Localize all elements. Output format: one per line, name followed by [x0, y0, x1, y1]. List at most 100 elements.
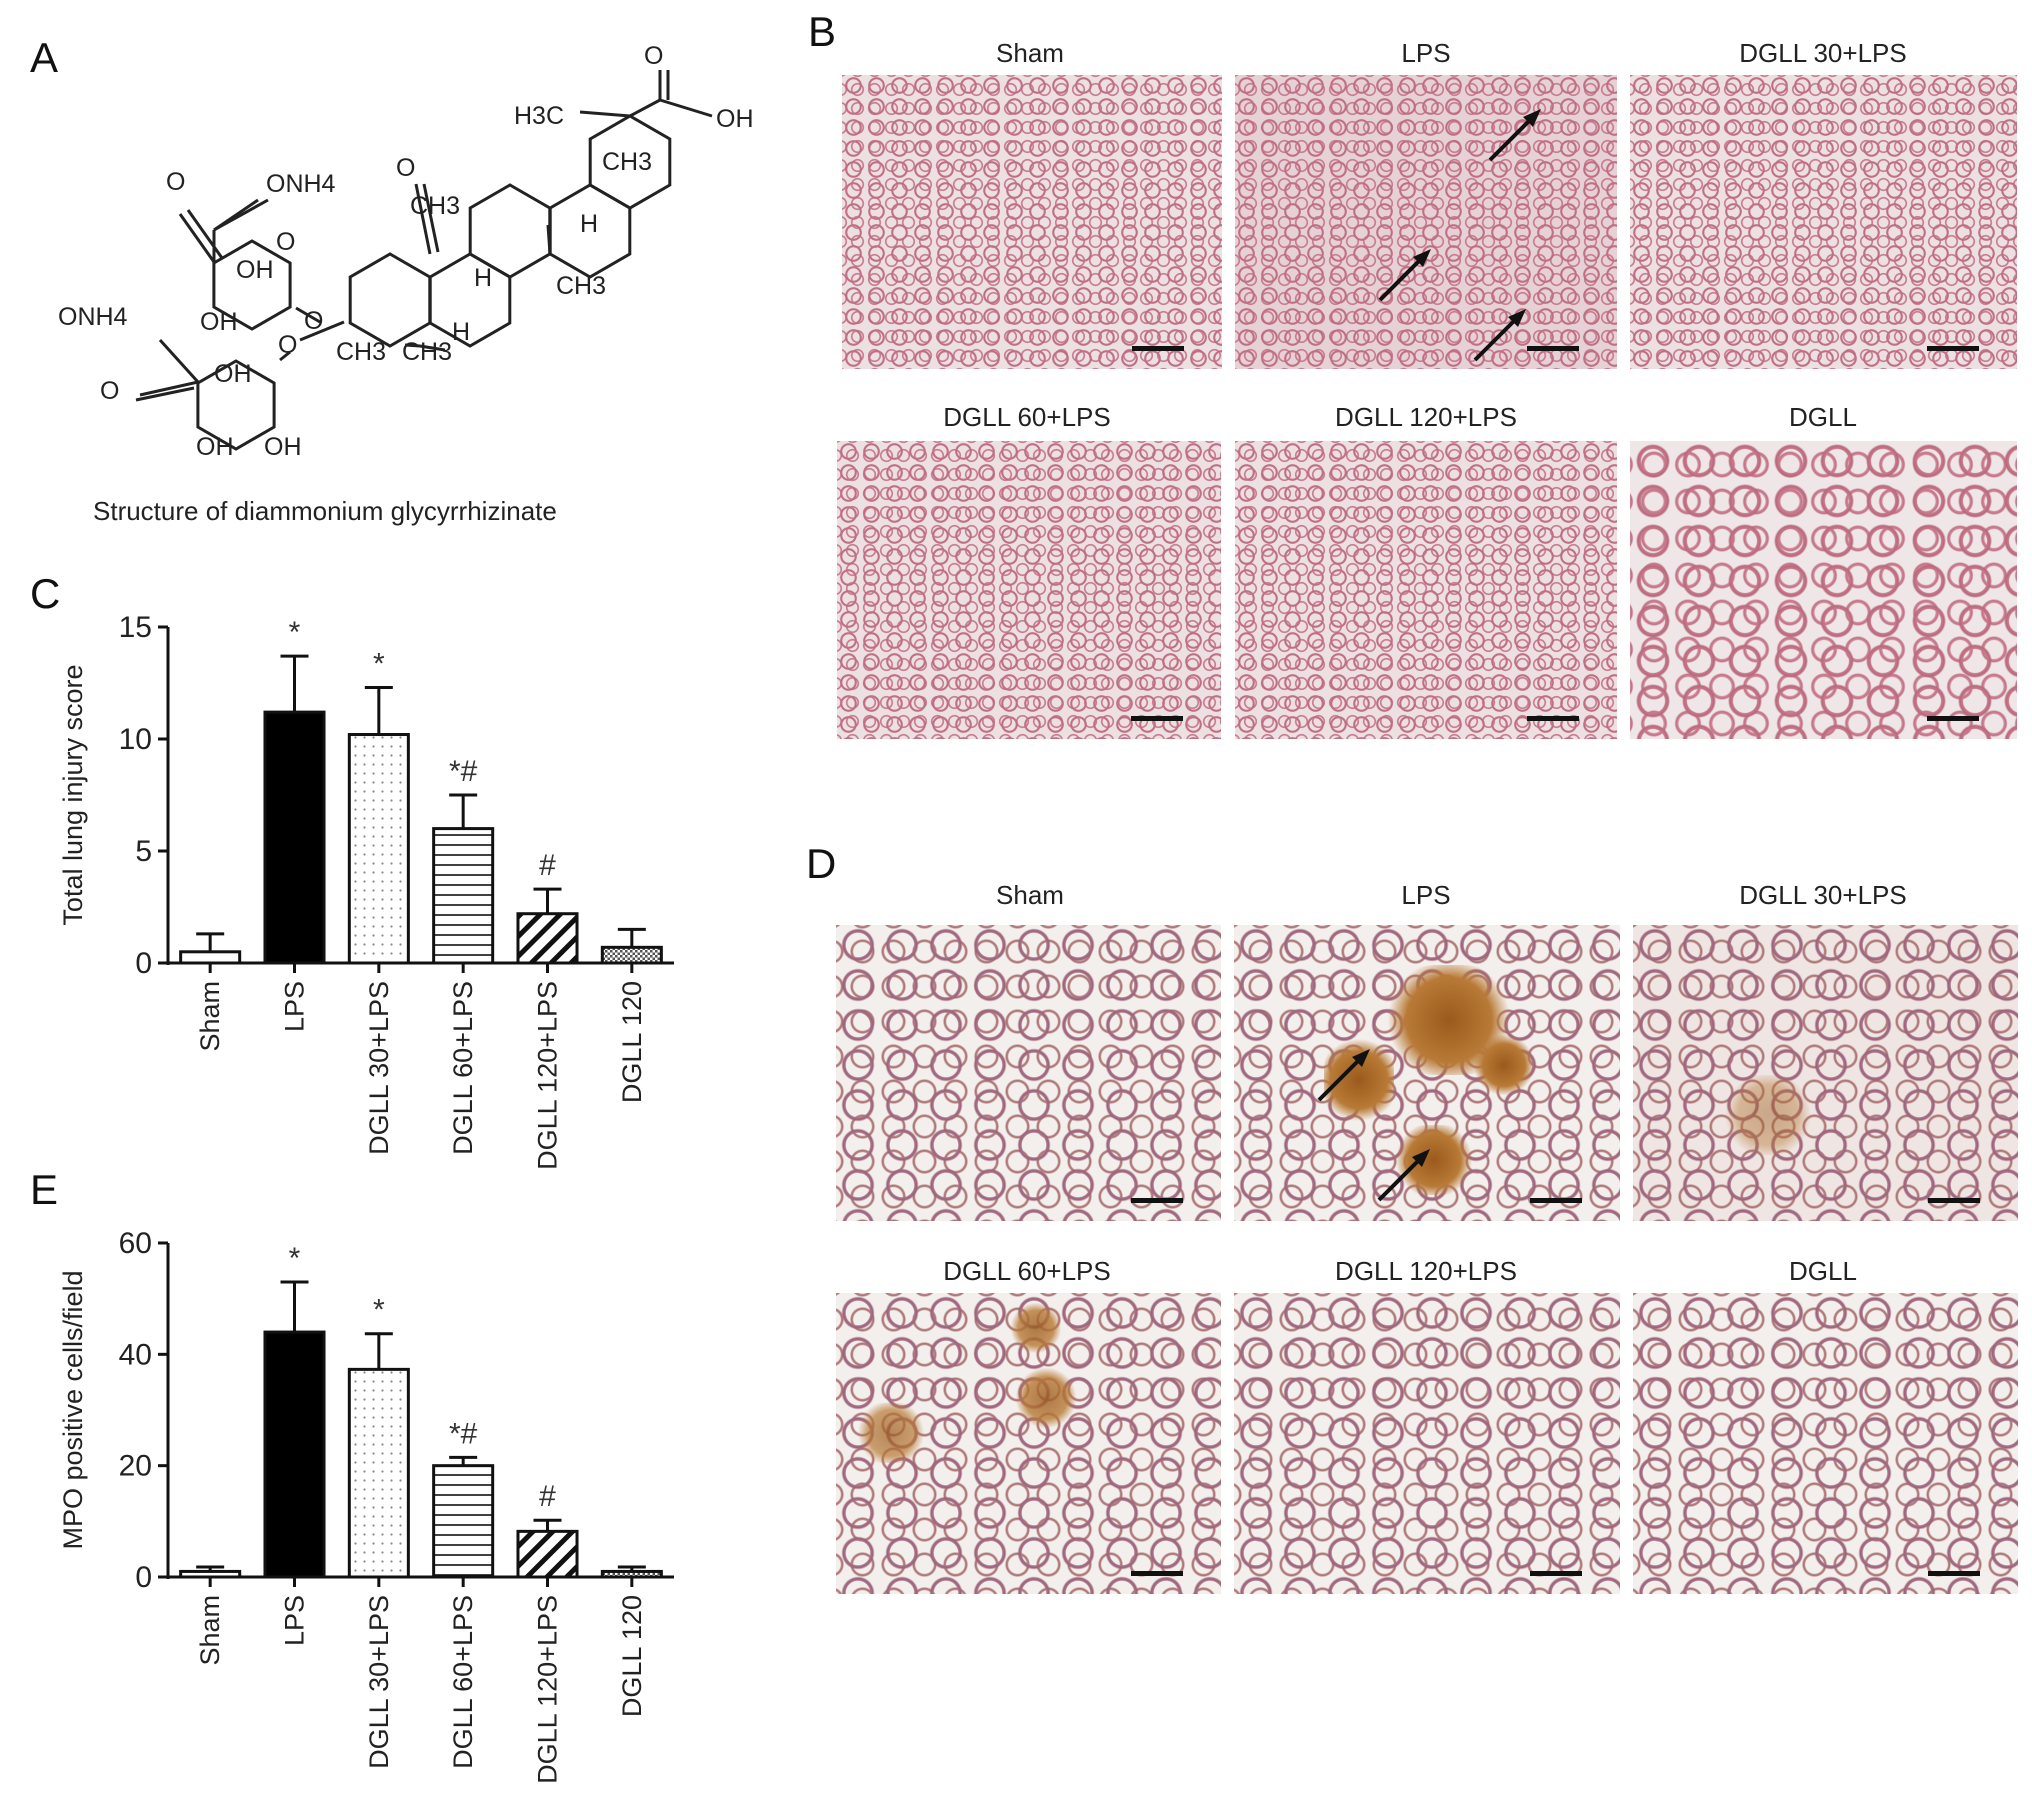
arrow-icon	[1378, 249, 1431, 302]
atom-label: CH3	[410, 192, 460, 220]
scale-bar	[1927, 716, 1979, 721]
mpo-stain	[1011, 1303, 1061, 1353]
y-tick-label: 15	[119, 611, 152, 644]
atom-label: O	[166, 168, 185, 196]
bar	[347, 1367, 410, 1579]
he-micrograph-dgll60	[837, 441, 1221, 739]
atom-label: OH	[196, 433, 234, 461]
y-axis-label: Total lung injury score	[58, 664, 88, 925]
atom-label: OH	[264, 433, 302, 461]
atom-label: H3C	[514, 102, 564, 130]
x-tick-label: LPS	[280, 1595, 310, 1646]
ihc-title-dgll60: DGLL 60+LPS	[943, 1256, 1111, 1286]
mpo-stain	[1723, 1075, 1813, 1155]
ihc-title-dgll120: DGLL 120+LPS	[1335, 1256, 1517, 1286]
structure-caption: Structure of diammonium glycyrrhizinate	[93, 496, 557, 526]
x-tick-label: DGLL 60+LPS	[448, 1595, 478, 1769]
bar	[263, 710, 326, 965]
ihc-micrograph-dgll60	[836, 1293, 1221, 1594]
bar	[179, 950, 242, 965]
panel-label-b: B	[808, 8, 837, 55]
x-tick-label: Sham	[195, 981, 225, 1052]
bar	[263, 1330, 326, 1579]
he-title-dgll: DGLL	[1789, 402, 1857, 432]
structure-labels: O ONH4 OH O OH O O ONH4 O OH OH OH O CH3…	[58, 42, 754, 461]
x-tick-label: DGLL 120	[617, 981, 647, 1103]
y-tick-label: 5	[135, 835, 152, 868]
panel-label-a: A	[30, 34, 59, 81]
ihc-title-dgll30: DGLL 30+LPS	[1739, 880, 1907, 910]
mpo-stain	[1474, 1035, 1534, 1095]
x-tick-label: DGLL 120+LPS	[533, 1595, 563, 1784]
x-tick-label: DGLL 120	[617, 1595, 647, 1717]
scale-bar	[1530, 1198, 1582, 1203]
x-tick-label: DGLL 60+LPS	[448, 981, 478, 1155]
arrow-icon	[1488, 109, 1541, 162]
significance-annotation: *	[289, 616, 301, 649]
bar	[179, 1569, 242, 1579]
scale-bar	[1132, 346, 1184, 351]
scale-bar	[1928, 1198, 1980, 1203]
mpo-stain	[856, 1403, 926, 1463]
panel-label-c: C	[30, 570, 61, 617]
bar	[600, 1569, 663, 1579]
he-title-dgll30: DGLL 30+LPS	[1739, 38, 1907, 68]
significance-annotation: *	[289, 1242, 301, 1275]
x-tick-label: DGLL 30+LPS	[364, 1595, 394, 1769]
panel-label-e: E	[30, 1166, 59, 1213]
arrow-icon	[1317, 1049, 1370, 1102]
y-axis-label: MPO positive cells/field	[58, 1270, 88, 1549]
atom-label: H	[580, 210, 598, 238]
ihc-micrograph-sham	[836, 925, 1221, 1221]
atom-label: ONH4	[266, 170, 336, 198]
atom-label: O	[278, 331, 297, 359]
atom-label: OH	[716, 105, 754, 133]
he-micrograph-sham	[842, 75, 1222, 369]
x-tick-label: Sham	[195, 1595, 225, 1666]
atom-label: O	[396, 154, 415, 182]
bar	[516, 1529, 579, 1579]
significance-annotation: #	[539, 849, 556, 882]
ihc-title-lps: LPS	[1401, 880, 1451, 910]
ihc-title-sham: Sham	[996, 880, 1064, 910]
ihc-micrograph-dgll120	[1234, 1293, 1620, 1594]
chemical-structure: O ONH4 OH O OH O O ONH4 O OH OH OH O CH3…	[58, 42, 754, 461]
mpo-stain	[1394, 1125, 1474, 1195]
y-tick-label: 10	[119, 723, 152, 756]
ihc-micrograph-dgll30	[1633, 925, 2018, 1221]
significance-annotation: *	[373, 1294, 385, 1327]
atom-label: CH3	[556, 272, 606, 300]
atom-label: O	[100, 377, 119, 405]
he-micrograph-dgll120	[1235, 441, 1617, 739]
atom-label: CH3	[602, 148, 652, 176]
bar-chart-lung-injury: Total lung injury score 0 5 10 15 Sham LPS * DG…	[58, 611, 674, 1170]
arrow-icon	[1473, 309, 1526, 362]
he-micrograph-dgll30	[1630, 75, 2017, 369]
scale-bar	[1530, 1571, 1582, 1576]
significance-annotation: *#	[449, 755, 478, 788]
mpo-stain	[1324, 1035, 1394, 1125]
atom-label: O	[644, 42, 663, 70]
y-tick-label: 0	[135, 1561, 152, 1594]
significance-annotation: #	[539, 1480, 556, 1513]
scale-bar	[1928, 1571, 1980, 1576]
atom-label: H	[474, 264, 492, 292]
he-title-lps: LPS	[1401, 38, 1451, 68]
structure-bonds	[135, 70, 713, 451]
y-tick-label: 40	[119, 1338, 152, 1371]
arrow-icon	[1377, 1149, 1430, 1202]
atom-label: H	[452, 318, 470, 346]
bar	[432, 827, 495, 965]
atom-label: O	[304, 307, 323, 335]
ihc-title-dgll: DGLL	[1789, 1256, 1857, 1286]
atom-label: OH	[236, 256, 274, 284]
y-tick-label: 0	[135, 947, 152, 980]
bar-chart-mpo: MPO positive cells/field 0 20 40 60 Sham LPS *…	[58, 1227, 674, 1784]
ihc-micrograph-lps	[1234, 925, 1620, 1221]
he-title-sham: Sham	[996, 38, 1064, 68]
scale-bar	[1927, 346, 1979, 351]
atom-label: CH3	[336, 338, 386, 366]
scale-bar	[1527, 716, 1579, 721]
bar	[600, 945, 663, 965]
atom-label: ONH4	[58, 303, 128, 331]
